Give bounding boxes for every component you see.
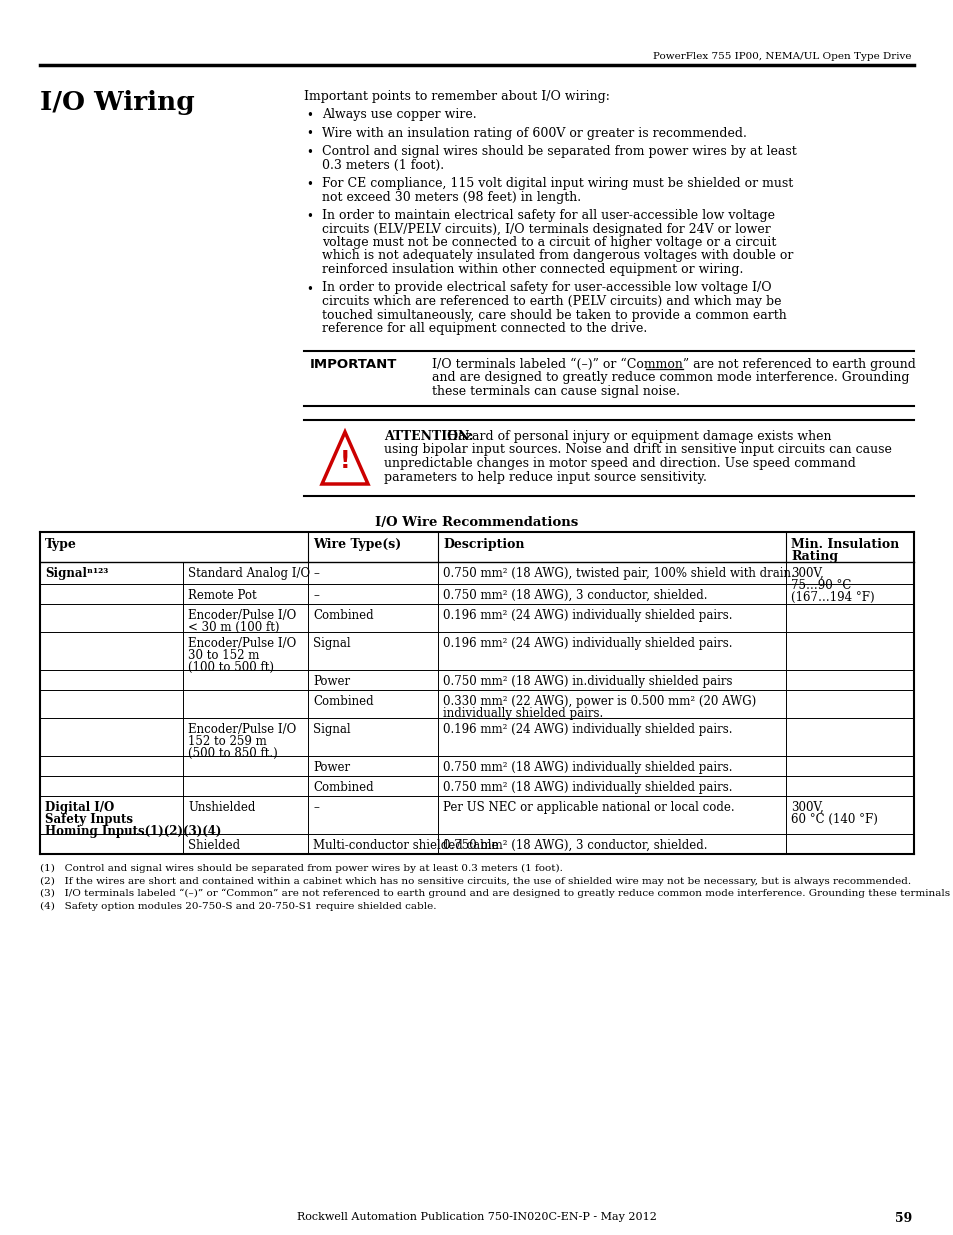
Text: (500 to 850 ft.): (500 to 850 ft.)	[188, 747, 277, 760]
Text: unpredictable changes in motor speed and direction. Use speed command: unpredictable changes in motor speed and…	[384, 457, 855, 471]
Text: 0.750 mm² (18 AWG), 3 conductor, shielded.: 0.750 mm² (18 AWG), 3 conductor, shielde…	[442, 589, 707, 601]
Text: Unshielded: Unshielded	[188, 802, 255, 814]
Text: Combined: Combined	[313, 781, 374, 794]
Text: –: –	[313, 802, 318, 814]
Text: (167…194 °F): (167…194 °F)	[790, 592, 874, 604]
Text: Digital I/O: Digital I/O	[45, 802, 114, 814]
Text: IMPORTANT: IMPORTANT	[310, 357, 397, 370]
Text: I/O Wire Recommendations: I/O Wire Recommendations	[375, 516, 578, 529]
Text: and are designed to greatly reduce common mode interference. Grounding: and are designed to greatly reduce commo…	[432, 370, 908, 384]
Text: 300V,: 300V,	[790, 802, 822, 814]
Text: Power: Power	[313, 761, 350, 774]
Text: 0.750 mm² (18 AWG), twisted pair, 100% shield with drain.: 0.750 mm² (18 AWG), twisted pair, 100% s…	[442, 567, 794, 580]
Text: !: !	[339, 448, 350, 473]
Text: •: •	[306, 283, 313, 295]
Text: For CE compliance, 115 volt digital input wiring must be shielded or must: For CE compliance, 115 volt digital inpu…	[322, 177, 792, 190]
Text: Signalⁿ¹²³: Signalⁿ¹²³	[45, 567, 109, 580]
Text: Type: Type	[45, 538, 77, 551]
Text: •: •	[306, 146, 313, 159]
Text: Per US NEC or applicable national or local code.: Per US NEC or applicable national or loc…	[442, 802, 734, 814]
Text: Encoder/Pulse I/O: Encoder/Pulse I/O	[188, 637, 296, 650]
Text: these terminals can cause signal noise.: these terminals can cause signal noise.	[432, 384, 679, 398]
Text: (100 to 500 ft): (100 to 500 ft)	[188, 661, 274, 674]
Text: Always use copper wire.: Always use copper wire.	[322, 107, 476, 121]
Text: 0.196 mm² (24 AWG) individually shielded pairs.: 0.196 mm² (24 AWG) individually shielded…	[442, 637, 732, 650]
Text: Combined: Combined	[313, 609, 374, 622]
Text: Rockwell Automation Publication 750-IN020C-EN-P - May 2012: Rockwell Automation Publication 750-IN02…	[296, 1212, 657, 1221]
Text: (2)   If the wires are short and contained within a cabinet which has no sensiti: (2) If the wires are short and contained…	[40, 877, 910, 885]
Text: •: •	[306, 178, 313, 191]
Text: Multi-conductor shielded cable: Multi-conductor shielded cable	[313, 839, 498, 852]
Text: Encoder/Pulse I/O: Encoder/Pulse I/O	[188, 609, 296, 622]
Text: 0.196 mm² (24 AWG) individually shielded pairs.: 0.196 mm² (24 AWG) individually shielded…	[442, 609, 732, 622]
Text: Signal: Signal	[313, 637, 351, 650]
Text: 0.3 meters (1 foot).: 0.3 meters (1 foot).	[322, 158, 444, 172]
Text: Standard Analog I/O: Standard Analog I/O	[188, 567, 310, 580]
Text: In order to provide electrical safety for user-accessible low voltage I/O: In order to provide electrical safety fo…	[322, 282, 771, 294]
Text: Encoder/Pulse I/O: Encoder/Pulse I/O	[188, 722, 296, 736]
Text: 30 to 152 m: 30 to 152 m	[188, 650, 259, 662]
Text: Min. Insulation: Min. Insulation	[790, 538, 899, 551]
Text: Description: Description	[442, 538, 524, 551]
Text: –: –	[313, 567, 318, 580]
Text: Rating: Rating	[790, 550, 838, 563]
Text: reinforced insulation within other connected equipment or wiring.: reinforced insulation within other conne…	[322, 263, 742, 275]
Text: circuits (ELV/PELV circuits), I/O terminals designated for 24V or lower: circuits (ELV/PELV circuits), I/O termin…	[322, 222, 770, 236]
Text: ATTENTION:: ATTENTION:	[384, 430, 473, 443]
Text: not exceed 30 meters (98 feet) in length.: not exceed 30 meters (98 feet) in length…	[322, 190, 580, 204]
Text: using bipolar input sources. Noise and drift in sensitive input circuits can cau: using bipolar input sources. Noise and d…	[384, 443, 891, 457]
Text: 60 °C (140 °F): 60 °C (140 °F)	[790, 813, 877, 826]
Text: Wire Type(s): Wire Type(s)	[313, 538, 401, 551]
Text: •: •	[306, 127, 313, 141]
Text: voltage must not be connected to a circuit of higher voltage or a circuit: voltage must not be connected to a circu…	[322, 236, 776, 249]
Text: Combined: Combined	[313, 695, 374, 708]
Text: Control and signal wires should be separated from power wires by at least: Control and signal wires should be separ…	[322, 144, 796, 158]
Text: Remote Pot: Remote Pot	[188, 589, 256, 601]
Text: PowerFlex 755 IP00, NEMA/UL Open Type Drive: PowerFlex 755 IP00, NEMA/UL Open Type Dr…	[653, 52, 911, 61]
Text: (3)   I/O terminals labeled “(–)” or “Common” are not referenced to earth ground: (3) I/O terminals labeled “(–)” or “Comm…	[40, 889, 953, 898]
Text: –: –	[313, 589, 318, 601]
Text: < 30 m (100 ft): < 30 m (100 ft)	[188, 621, 279, 634]
Text: Shielded: Shielded	[188, 839, 240, 852]
Text: Power: Power	[313, 676, 350, 688]
Text: Safety Inputs: Safety Inputs	[45, 813, 132, 826]
Text: 59: 59	[894, 1212, 911, 1225]
Text: •: •	[306, 109, 313, 122]
Text: circuits which are referenced to earth (PELV circuits) and which may be: circuits which are referenced to earth (…	[322, 295, 781, 308]
Text: (4)   Safety option modules 20-750-S and 20-750-S1 require shielded cable.: (4) Safety option modules 20-750-S and 2…	[40, 902, 436, 910]
Text: I/O Wiring: I/O Wiring	[40, 90, 194, 115]
Text: 0.750 mm² (18 AWG) individually shielded pairs.: 0.750 mm² (18 AWG) individually shielded…	[442, 781, 732, 794]
Text: individually shielded pairs.: individually shielded pairs.	[442, 706, 602, 720]
Polygon shape	[322, 432, 368, 484]
Text: 0.750 mm² (18 AWG) individually shielded pairs.: 0.750 mm² (18 AWG) individually shielded…	[442, 761, 732, 774]
Text: 0.196 mm² (24 AWG) individually shielded pairs.: 0.196 mm² (24 AWG) individually shielded…	[442, 722, 732, 736]
Text: (1)   Control and signal wires should be separated from power wires by at least : (1) Control and signal wires should be s…	[40, 864, 562, 873]
Text: parameters to help reduce input source sensitivity.: parameters to help reduce input source s…	[384, 471, 706, 483]
Text: Important points to remember about I/O wiring:: Important points to remember about I/O w…	[304, 90, 609, 103]
Text: touched simultaneously, care should be taken to provide a common earth: touched simultaneously, care should be t…	[322, 309, 786, 321]
Text: 0.750 mm² (18 AWG), 3 conductor, shielded.: 0.750 mm² (18 AWG), 3 conductor, shielde…	[442, 839, 707, 852]
Text: Signal: Signal	[313, 722, 351, 736]
Text: Hazard of personal injury or equipment damage exists when: Hazard of personal injury or equipment d…	[442, 430, 831, 443]
Text: 75…90 °C: 75…90 °C	[790, 579, 850, 592]
Text: which is not adequately insulated from dangerous voltages with double or: which is not adequately insulated from d…	[322, 249, 793, 263]
Text: 152 to 259 m: 152 to 259 m	[188, 735, 267, 748]
Text: reference for all equipment connected to the drive.: reference for all equipment connected to…	[322, 322, 646, 335]
Text: •: •	[306, 210, 313, 224]
Text: 0.750 mm² (18 AWG) in.dividually shielded pairs: 0.750 mm² (18 AWG) in.dividually shielde…	[442, 676, 732, 688]
Text: Homing Inputs(1)(2)(3)(4): Homing Inputs(1)(2)(3)(4)	[45, 825, 221, 839]
Text: 300V,: 300V,	[790, 567, 822, 580]
Text: 0.330 mm² (22 AWG), power is 0.500 mm² (20 AWG): 0.330 mm² (22 AWG), power is 0.500 mm² (…	[442, 695, 756, 708]
Text: I/O terminals labeled “(–)” or “Common” are not referenced to earth ground: I/O terminals labeled “(–)” or “Common” …	[432, 357, 915, 370]
Text: Wire with an insulation rating of 600V or greater is recommended.: Wire with an insulation rating of 600V o…	[322, 126, 746, 140]
Text: In order to maintain electrical safety for all user-accessible low voltage: In order to maintain electrical safety f…	[322, 209, 774, 222]
